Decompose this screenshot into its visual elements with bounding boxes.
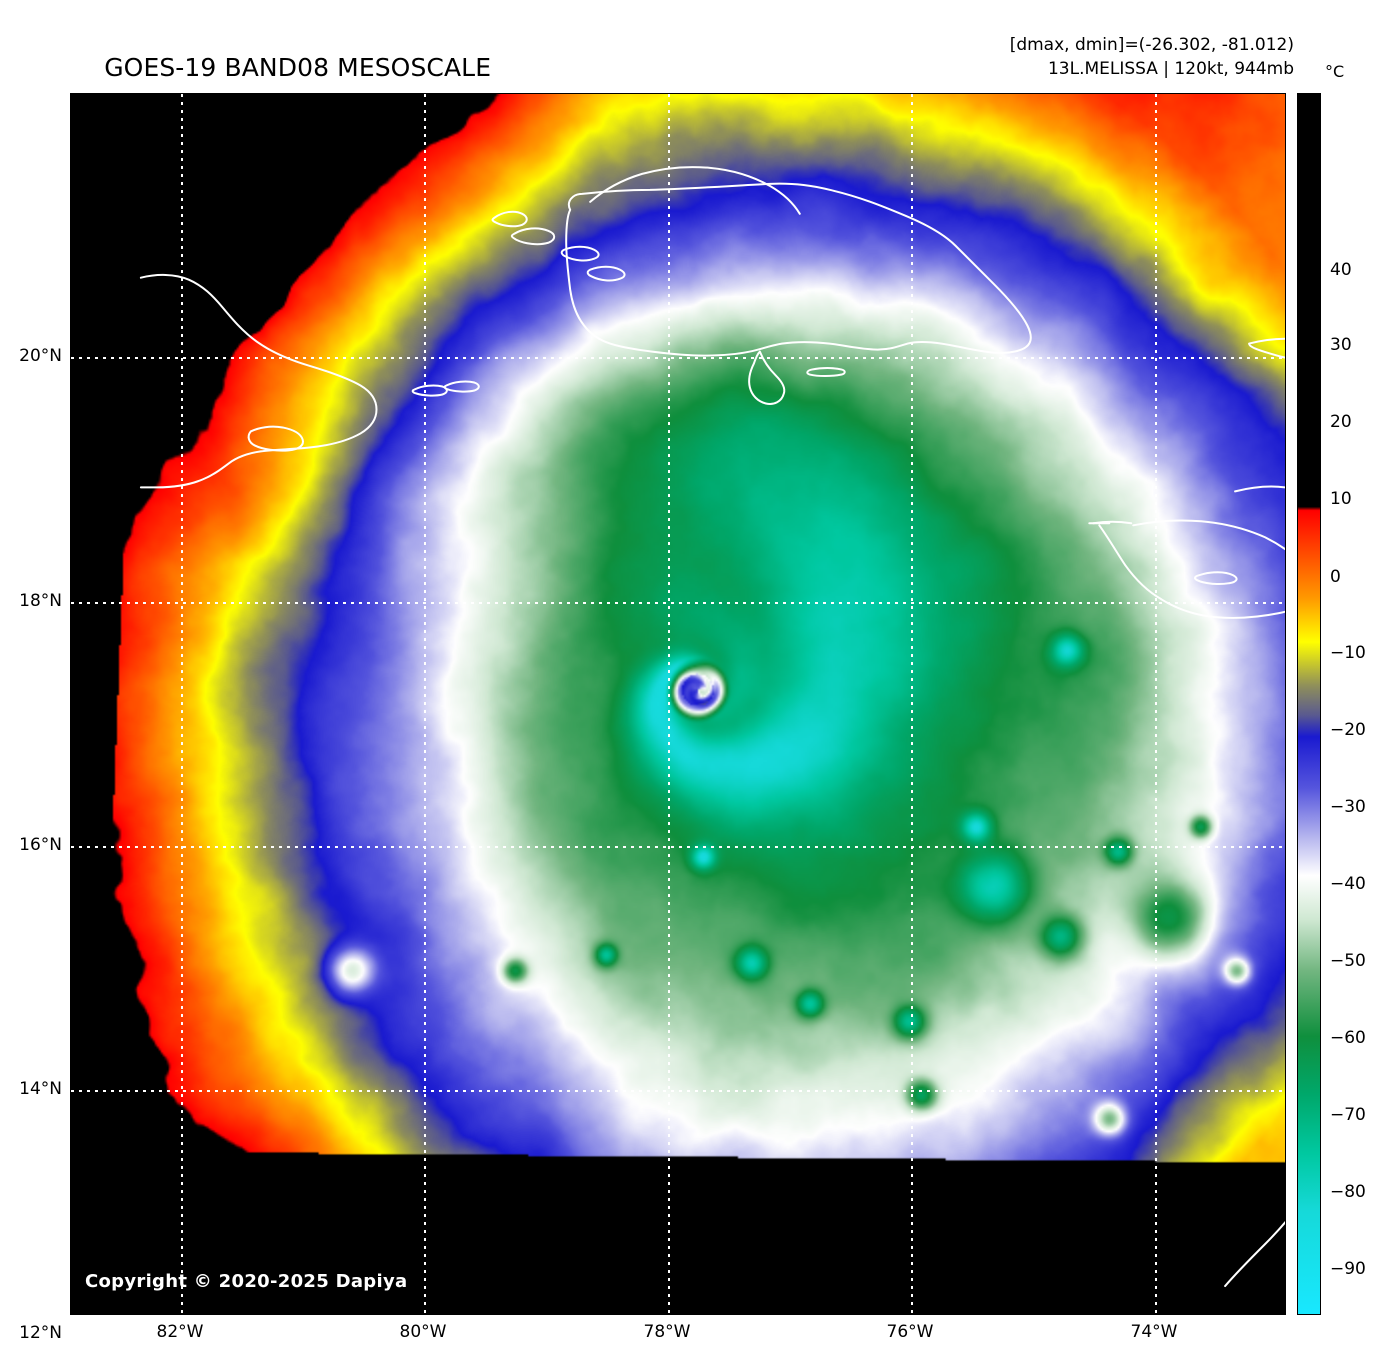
coastline-path	[1234, 485, 1285, 493]
latitude-tick-label: 16°N	[19, 835, 62, 855]
coastline-path	[560, 245, 600, 262]
coastline-path	[1098, 524, 1285, 619]
colorbar-tick-label: −30	[1330, 797, 1366, 817]
colorbar-tick-label: 20	[1330, 412, 1352, 432]
coastline-path	[491, 210, 528, 228]
colorbar-tick-label: −50	[1330, 951, 1366, 971]
longitude-tick-label: 76°W	[886, 1322, 934, 1342]
colorbar-tick-label: 0	[1330, 567, 1341, 587]
coastline-path	[247, 425, 304, 452]
coastline-path	[565, 182, 1032, 357]
longitude-tick-label: 74°W	[1130, 1322, 1178, 1342]
colorbar-tick-label: 40	[1330, 260, 1352, 280]
latitude-tick-label: 20°N	[19, 346, 62, 366]
storm-info-label: 13L.MELISSA | 120kt, 944mb	[1047, 59, 1294, 80]
satellite-imagery	[71, 94, 1285, 1314]
metadata-block: [dmax, dmin]=(-26.302, -81.012) 13L.MELI…	[1010, 33, 1294, 81]
colorbar-tick-label: −60	[1330, 1028, 1366, 1048]
longitude-tick-label: 82°W	[156, 1322, 204, 1342]
latitude-tick-label: 18°N	[19, 591, 62, 611]
latitude-tick-label: 14°N	[19, 1079, 62, 1099]
coastline-path	[586, 265, 626, 282]
colorbar-tick-label: 10	[1330, 489, 1352, 509]
coastline-path	[139, 273, 378, 489]
data-range-label: [dmax, dmin]=(-26.302, -81.012)	[1009, 35, 1294, 55]
coastline-path	[1248, 337, 1285, 359]
temperature-colorbar	[1297, 93, 1321, 1315]
coastline-path	[748, 350, 786, 405]
colorbar-tick-label: −80	[1330, 1182, 1366, 1202]
coastline-path	[510, 227, 556, 246]
coastline-path	[1194, 571, 1238, 585]
colorbar-tick-label: −70	[1330, 1105, 1366, 1125]
coastline-overlay	[139, 166, 1285, 1288]
copyright-label: Copyright © 2020-2025 Dapiya	[85, 1271, 408, 1292]
coastline-path	[411, 384, 448, 397]
coastline-path	[443, 380, 480, 393]
colorbar-unit-label: °C	[1325, 62, 1345, 81]
satellite-plot: Copyright © 2020-2025 Dapiya	[70, 93, 1286, 1315]
coastline-path	[806, 367, 846, 378]
latitude-tick-label: 12°N	[19, 1323, 62, 1343]
longitude-tick-label: 78°W	[643, 1322, 691, 1342]
colorbar-tick-label: −40	[1330, 874, 1366, 894]
coastline-path	[1132, 519, 1285, 551]
longitude-tick-label: 80°W	[399, 1322, 447, 1342]
coastline-path	[589, 166, 801, 215]
colorbar-tick-label: −10	[1330, 643, 1366, 663]
colorbar-tick-label: 30	[1330, 335, 1352, 355]
colorbar-tick-label: −20	[1330, 720, 1366, 740]
coastline-path	[1224, 1221, 1285, 1288]
ir-brightness-temperature-raster	[71, 94, 1285, 1314]
product-title: GOES-19 BAND08 MESOSCALE	[104, 53, 492, 82]
colorbar-tick-label: −90	[1330, 1259, 1366, 1279]
